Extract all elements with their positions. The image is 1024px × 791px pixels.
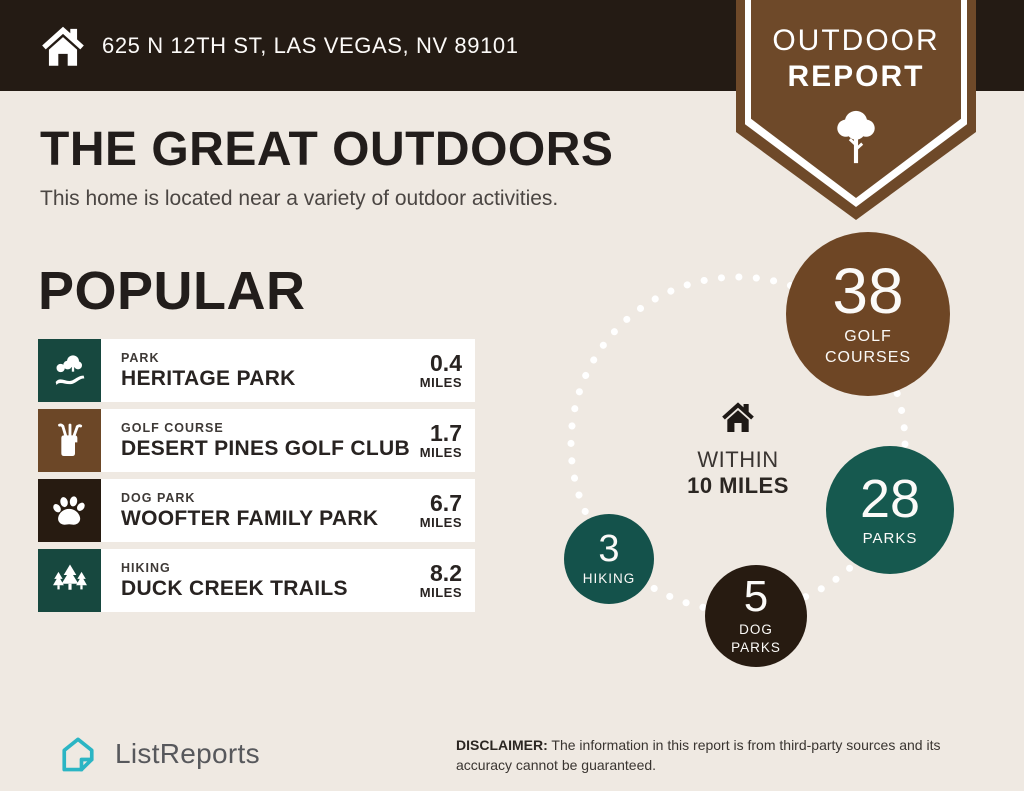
list-card: PARK HERITAGE PARK 0.4 MILES [101, 339, 475, 402]
park-icon [55, 354, 84, 385]
item-name: DUCK CREEK TRAILS [121, 576, 348, 600]
page-subtitle: This home is located near a variety of o… [40, 187, 559, 210]
popular-heading: POPULAR [38, 261, 306, 321]
item-name: WOOFTER FAMILY PARK [121, 506, 379, 530]
bubble-hiking: 3 HIKING [564, 514, 654, 604]
golf-bag-icon [57, 423, 82, 456]
item-distance: 8.2 MILES [419, 559, 462, 600]
list-item-woofter-family-park: DOG PARK WOOFTER FAMILY PARK 6.7 MILES [38, 479, 475, 542]
item-category: HIKING [121, 560, 171, 575]
list-item-heritage-park: PARK HERITAGE PARK 0.4 MILES [38, 339, 475, 402]
badge-title-line1: OUTDOOR [772, 24, 940, 57]
paw-icon [52, 495, 85, 525]
disclaimer-text: The information in this report is from t… [456, 737, 941, 774]
item-name: HERITAGE PARK [121, 366, 296, 390]
brand-name: ListReports [115, 738, 260, 769]
list-card: HIKING DUCK CREEK TRAILS 8.2 MILES [101, 549, 475, 612]
item-distance: 1.7 MILES [419, 419, 462, 460]
list-item-duck-creek-trails: HIKING DUCK CREEK TRAILS 8.2 MILES [38, 549, 475, 612]
golf-tile [38, 409, 101, 472]
page-title: THE GREAT OUTDOORS [40, 123, 614, 176]
tree-icon [837, 110, 875, 164]
hiking-tile [38, 549, 101, 612]
list-card: DOG PARK WOOFTER FAMILY PARK 6.7 MILES [101, 479, 475, 542]
item-distance: 6.7 MILES [419, 489, 462, 530]
bubble-dog-parks: 5 DOG PARKS [705, 565, 807, 667]
home-icon [722, 402, 754, 433]
item-name: DESERT PINES GOLF CLUB [121, 436, 410, 460]
property-address: 625 N 12TH ST, LAS VEGAS, NV 89101 [102, 33, 519, 58]
bubble-parks: 28 PARKS [826, 446, 954, 574]
disclaimer: DISCLAIMER: The information in this repo… [456, 735, 996, 776]
home-icon [42, 26, 84, 66]
listreports-logo-icon [62, 737, 94, 772]
listreports-brand: ListReports [55, 732, 260, 776]
bubble-golf-courses: 38 GOLF COURSES [786, 232, 950, 396]
within-label: WITHIN [697, 447, 779, 472]
pine-trees-icon [52, 564, 87, 590]
list-item-desert-pines-golf-club: GOLF COURSE DESERT PINES GOLF CLUB 1.7 M… [38, 409, 475, 472]
item-category: PARK [121, 350, 160, 365]
radius-center-label: WITHIN 10 MILES [658, 398, 818, 499]
outdoor-report-badge: OUTDOOR REPORT [736, 0, 976, 220]
disclaimer-label: DISCLAIMER: [456, 737, 548, 753]
badge-title-line2: REPORT [787, 60, 925, 93]
item-category: GOLF COURSE [121, 420, 224, 435]
item-category: DOG PARK [121, 490, 196, 505]
dog-park-tile [38, 479, 101, 542]
ten-miles-label: 10 MILES [687, 473, 789, 498]
list-card: GOLF COURSE DESERT PINES GOLF CLUB 1.7 M… [101, 409, 475, 472]
park-tile [38, 339, 101, 402]
item-distance: 0.4 MILES [419, 349, 462, 390]
